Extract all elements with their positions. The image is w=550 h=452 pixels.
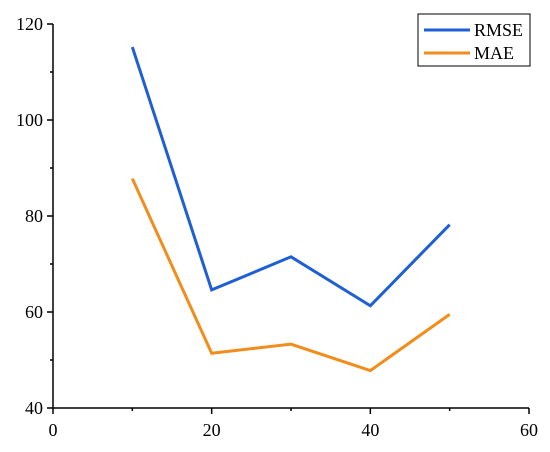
series-group: [130, 46, 451, 373]
x-tick-label: 20: [203, 420, 221, 440]
axes: [52, 24, 529, 409]
x-tick-label: 0: [49, 420, 58, 440]
series-line-mae: [130, 177, 451, 373]
legend-label-rmse: RMSE: [474, 20, 523, 40]
y-tick-label: 40: [25, 398, 43, 418]
legend-label-mae: MAE: [474, 43, 514, 63]
x-tick-label: 40: [361, 420, 379, 440]
y-tick-label: 120: [16, 14, 43, 34]
y-tick-label: 80: [25, 206, 43, 226]
legend-box: [417, 13, 531, 67]
legend: RMSE MAE: [417, 13, 531, 67]
y-tick-label: 100: [16, 110, 43, 130]
x-tick-label: 60: [520, 420, 538, 440]
series-line-rmse: [130, 46, 451, 308]
ticks: 0 20 40 60 40 60 80 100 120: [16, 14, 538, 440]
y-tick-label: 60: [25, 302, 43, 322]
